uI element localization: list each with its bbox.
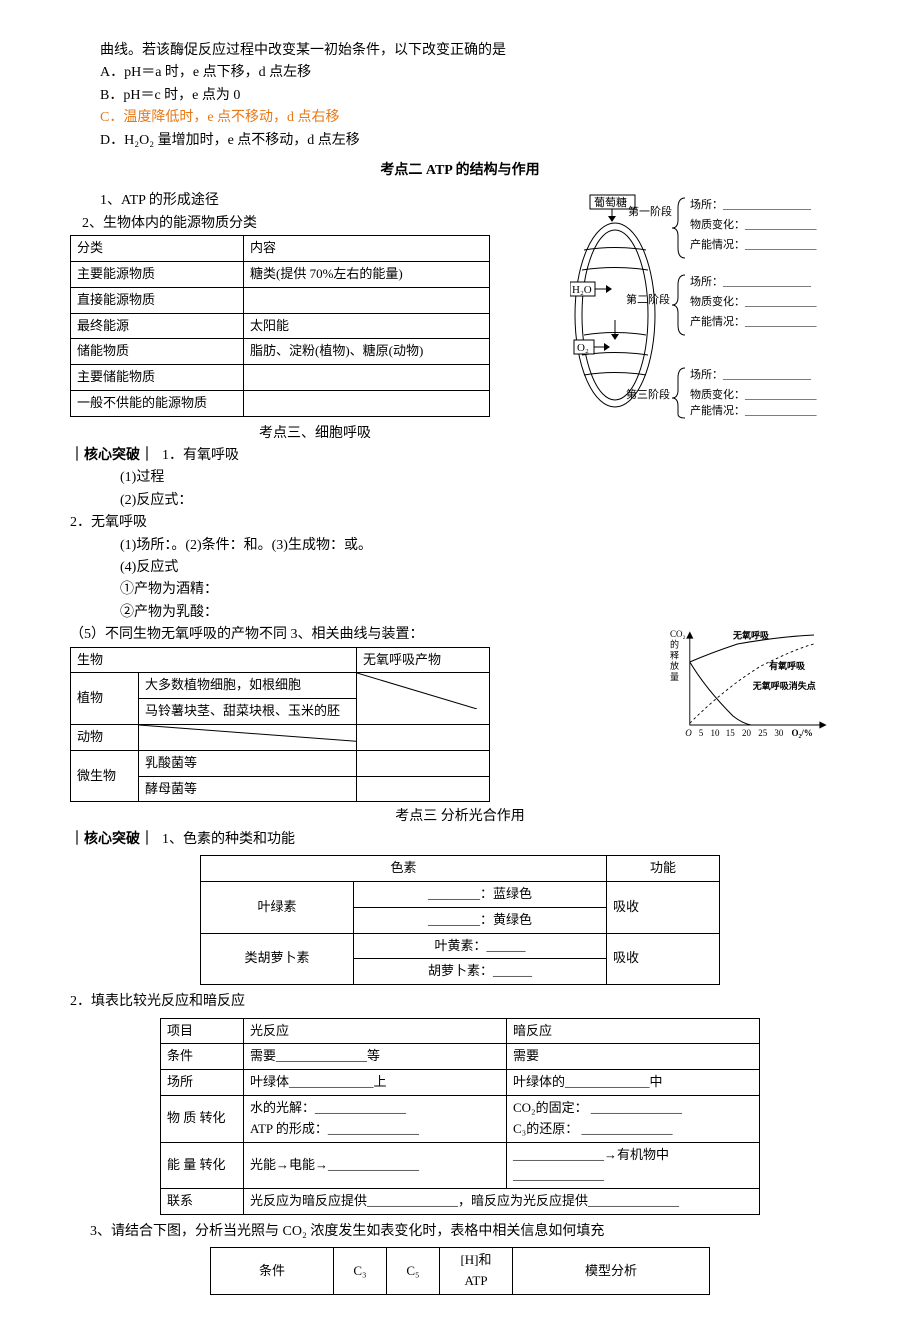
anaerobic-conditions: (1)场所：。(2)条件：和。(3)生成物：或。 [120, 535, 850, 557]
svg-text:O₂/%: O₂/% [792, 728, 813, 738]
photosynthesis-title: 考点三 分析光合作用 [70, 806, 850, 828]
respiration-graph: CO₂ 的 释 放 量 无氧呼吸 有氧呼吸 无氧呼吸消失点 O 5 10 15 … [670, 624, 850, 762]
svg-text:产能情况：_____________: 产能情况：_____________ [690, 314, 817, 328]
anaerobic-alcohol: ①产物为酒精： [120, 579, 850, 601]
svg-text:20: 20 [742, 728, 752, 738]
svg-text:量: 量 [670, 672, 679, 682]
stage3-label: 第三阶段 [626, 387, 670, 401]
pigment-table: 色素 功能 叶绿素 ________：蓝绿色 吸收 ________：黄绿色 类… [200, 855, 720, 985]
anaerobic-equation-label: (4)反应式 [120, 557, 850, 579]
light-dark-compare-heading: 2．填表比较光反应和暗反应 [70, 991, 850, 1013]
svg-text:场所：________________: 场所：________________ [690, 197, 811, 211]
glucose-label: 葡萄糖 [594, 195, 627, 209]
mitochondria-diagram: 葡萄糖 第一阶段 H₂O 第二阶段 O₂ 第三阶段 场所：___________… [570, 190, 850, 428]
option-a: A．pH＝a 时，e 点下移，d 点左移 [100, 62, 850, 84]
energy-substance-table: 分类内容 主要能源物质糖类(提供 70%左右的能量) 直接能源物质 最终能源太阳… [70, 235, 490, 417]
analysis-heading: 3、请结合下图，分析当光照与 CO₂ 浓度发生如表变化时，表格中相关信息如何填充 [90, 1221, 850, 1243]
svg-text:场所：________________: 场所：________________ [690, 367, 811, 381]
svg-text:产能情况：_____________: 产能情况：_____________ [690, 237, 817, 251]
option-c: C．温度降低时，e 点不移动，d 点右移 [100, 107, 850, 129]
svg-text:物质变化：_____________: 物质变化：_____________ [690, 217, 817, 231]
svg-text:15: 15 [726, 728, 736, 738]
stage2-label: 第二阶段 [626, 292, 670, 306]
anaerobic-lactic: ②产物为乳酸： [120, 602, 850, 624]
svg-text:场所：________________: 场所：________________ [690, 274, 811, 288]
svg-text:物质变化：_____________: 物质变化：_____________ [690, 294, 817, 308]
svg-text:CO₂: CO₂ [670, 629, 686, 639]
aerobic-heading: 1．有氧呼吸 [162, 445, 239, 467]
aerobic-label: 有氧呼吸 [769, 660, 806, 671]
analysis-table: 条件 C₃ C₅ [H]和 ATP 模型分析 [210, 1247, 710, 1295]
anaerobic-heading: 2．无氧呼吸 [70, 512, 850, 534]
question-stem: 曲线。若该酶促反应过程中改变某一初始条件，以下改变正确的是 [100, 40, 850, 62]
anaerobic-label: 无氧呼吸 [732, 630, 770, 641]
aerobic-process: (1)过程 [120, 467, 850, 489]
svg-text:5: 5 [699, 728, 704, 738]
svg-text:O: O [685, 728, 692, 738]
anaerobic-products-table: 生物 无氧呼吸产物 植物 大多数植物细胞，如根细胞 马铃薯块茎、甜菜块根、玉米的… [70, 647, 490, 803]
svg-text:25: 25 [758, 728, 768, 738]
svg-text:的: 的 [670, 639, 679, 650]
core-tag-2: ｜核心突破｜ [70, 829, 154, 851]
core-tag-1: ｜核心突破｜ [70, 445, 154, 467]
light-dark-table: 项目 光反应 暗反应 条件 需要______________等 需要 场所 叶绿… [160, 1018, 760, 1215]
svg-text:O₂: O₂ [577, 342, 589, 354]
aerobic-equation: (2)反应式： [120, 490, 850, 512]
svg-text:物质变化：_____________: 物质变化：_____________ [690, 387, 817, 401]
svg-text:释: 释 [670, 650, 679, 661]
pigment-heading: 1、色素的种类和功能 [162, 829, 295, 851]
svg-text:放: 放 [670, 660, 679, 671]
stage1-label: 第一阶段 [628, 204, 672, 218]
svg-text:产能情况：_____________: 产能情况：_____________ [690, 403, 817, 417]
option-b: B．pH＝c 时，e 点为 0 [100, 85, 850, 107]
svg-text:10: 10 [711, 728, 721, 738]
svg-text:H₂O: H₂O [572, 284, 592, 296]
option-d: D．H₂O₂ 量增加时，e 点不移动，d 点左移 [100, 130, 850, 152]
svg-text:30: 30 [774, 728, 784, 738]
anaerobic-zero-label: 无氧呼吸消失点 [752, 680, 816, 691]
section2-title: 考点二 ATP 的结构与作用 [70, 160, 850, 182]
